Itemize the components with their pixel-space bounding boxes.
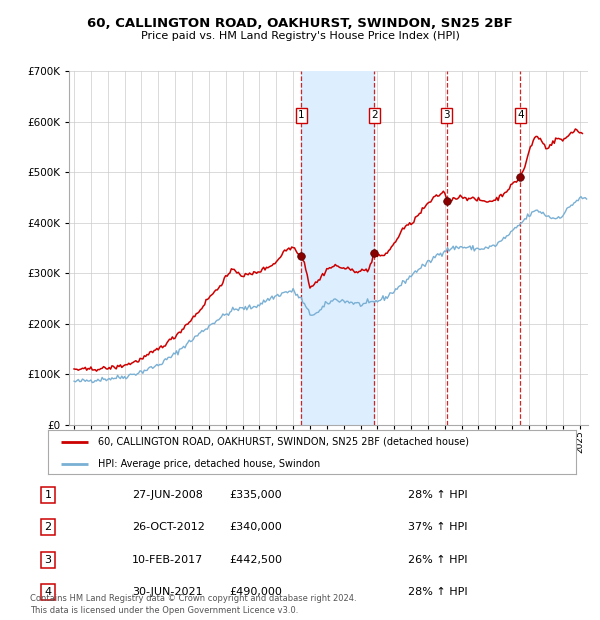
Text: 4: 4: [44, 587, 52, 597]
Text: £340,000: £340,000: [229, 523, 282, 533]
Text: HPI: Average price, detached house, Swindon: HPI: Average price, detached house, Swin…: [98, 459, 320, 469]
Text: 2: 2: [371, 110, 377, 120]
Text: 2: 2: [44, 523, 52, 533]
Text: 10-FEB-2017: 10-FEB-2017: [132, 555, 203, 565]
Text: 3: 3: [44, 555, 52, 565]
Text: 26% ↑ HPI: 26% ↑ HPI: [408, 555, 467, 565]
Text: Price paid vs. HM Land Registry's House Price Index (HPI): Price paid vs. HM Land Registry's House …: [140, 31, 460, 41]
Text: 28% ↑ HPI: 28% ↑ HPI: [408, 587, 467, 597]
Text: 3: 3: [443, 110, 450, 120]
Text: 4: 4: [517, 110, 524, 120]
Text: 37% ↑ HPI: 37% ↑ HPI: [408, 523, 467, 533]
Text: 60, CALLINGTON ROAD, OAKHURST, SWINDON, SN25 2BF (detached house): 60, CALLINGTON ROAD, OAKHURST, SWINDON, …: [98, 436, 469, 447]
Text: 28% ↑ HPI: 28% ↑ HPI: [408, 490, 467, 500]
Text: 1: 1: [298, 110, 305, 120]
Text: 30-JUN-2021: 30-JUN-2021: [132, 587, 203, 597]
Text: £442,500: £442,500: [229, 555, 282, 565]
Text: 1: 1: [44, 490, 52, 500]
Bar: [301, 71, 374, 425]
Text: 26-OCT-2012: 26-OCT-2012: [132, 523, 205, 533]
Text: £490,000: £490,000: [229, 587, 282, 597]
Text: £335,000: £335,000: [229, 490, 282, 500]
Text: 60, CALLINGTON ROAD, OAKHURST, SWINDON, SN25 2BF: 60, CALLINGTON ROAD, OAKHURST, SWINDON, …: [87, 17, 513, 30]
Text: Contains HM Land Registry data © Crown copyright and database right 2024.
This d: Contains HM Land Registry data © Crown c…: [30, 594, 356, 615]
Text: 27-JUN-2008: 27-JUN-2008: [132, 490, 203, 500]
